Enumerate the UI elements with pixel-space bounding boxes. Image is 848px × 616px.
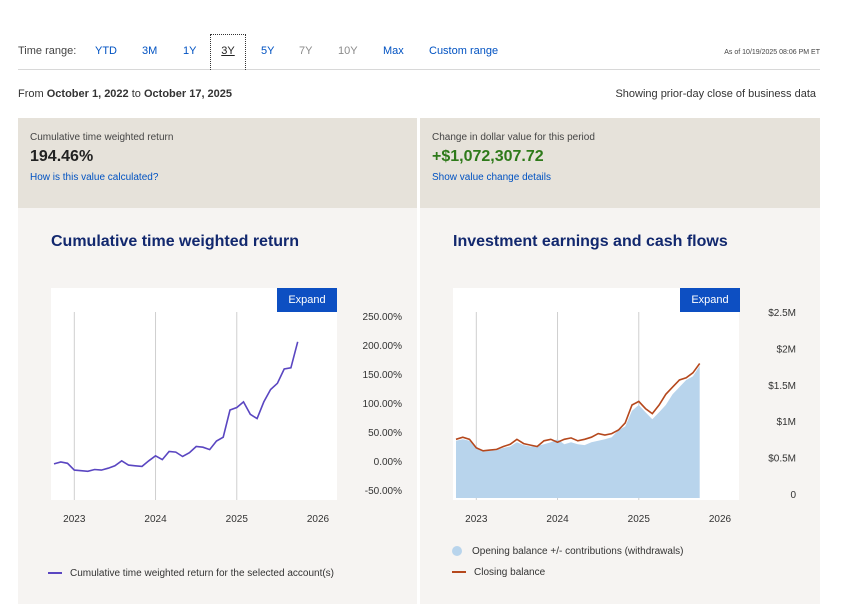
range-ytd-button[interactable]: YTD: [95, 45, 117, 57]
range-10y-button: 10Y: [338, 45, 358, 57]
range-3y-button[interactable]: 3Y: [210, 34, 246, 70]
from-date: October 1, 2022: [46, 88, 129, 100]
range-max-button[interactable]: Max: [383, 45, 404, 57]
flows-expand-button[interactable]: Expand: [680, 288, 740, 312]
twr-legend-swatch: [48, 572, 62, 575]
x-tick-label: 2026: [709, 514, 732, 525]
range-1y-button[interactable]: 1Y: [183, 45, 197, 57]
y-tick-label: -50.00%: [365, 486, 402, 497]
range-3m-button[interactable]: 3M: [142, 45, 158, 57]
opening-legend-label: Opening balance +/- contributions (withd…: [472, 546, 684, 557]
to-date: October 17, 2025: [143, 88, 233, 100]
flows-legend-closing: Closing balance: [452, 567, 545, 578]
dollar-change-card: Change in dollar value for this period +…: [420, 118, 820, 208]
closing-balance-line: [455, 363, 701, 452]
twr-legend: Cumulative time weighted return for the …: [48, 568, 334, 579]
plot-area: [51, 288, 337, 500]
y-tick-label: 0: [790, 490, 796, 501]
time-range-bar: Time range: YTD 3M 1Y 3Y 5Y 7Y 10Y Max C…: [18, 34, 820, 70]
x-tick-label: 2024: [546, 514, 569, 525]
to-label: to: [131, 88, 141, 100]
x-tick-label: 2024: [144, 514, 167, 525]
range-7y-button: 7Y: [299, 45, 313, 57]
y-tick-label: 250.00%: [363, 312, 403, 323]
y-tick-label: 150.00%: [363, 370, 403, 381]
period-range: From October 1, 2022 to October 17, 2025: [18, 88, 232, 100]
twr-chart: 2023 2024 2025 2026 250.00% 200.00% 150.00% 100…: [51, 288, 403, 525]
twr-summary-card: Cumulative time weighted return 194.46% …: [18, 118, 417, 208]
x-tick-label: 2025: [628, 514, 651, 525]
dollar-change-caption: Change in dollar value for this period: [432, 132, 595, 143]
data-basis-note: Showing prior-day close of business data: [615, 88, 816, 100]
flows-chart: 2023 2024 2025 2026 $2.5M $2M $1.5M $1M $0.5M 0: [453, 288, 796, 525]
x-tick-label: 2023: [63, 514, 86, 525]
y-tick-label: $1M: [777, 417, 796, 428]
range-custom-button[interactable]: Custom range: [429, 45, 499, 57]
twr-series-line: [53, 341, 299, 473]
flows-chart-title: Investment earnings and cash flows: [453, 233, 728, 250]
flows-chart-panel: Investment earnings and cash flows 2023 2…: [420, 208, 820, 604]
y-tick-label: $2M: [777, 344, 796, 355]
twr-chart-title: Cumulative time weighted return: [51, 233, 300, 250]
opening-balance-area: [456, 365, 700, 498]
twr-expand-button[interactable]: Expand: [277, 288, 337, 312]
y-tick-label: 100.00%: [363, 399, 403, 410]
y-tick-label: $0.5M: [768, 454, 796, 465]
x-tick-label: 2025: [226, 514, 249, 525]
y-tick-label: $1.5M: [768, 381, 796, 392]
y-tick-label: 200.00%: [363, 341, 403, 352]
range-5y-button[interactable]: 5Y: [261, 45, 275, 57]
twr-caption: Cumulative time weighted return: [30, 132, 174, 143]
twr-value: 194.46%: [30, 148, 94, 165]
y-tick-label: 50.00%: [368, 428, 402, 439]
x-tick-label: 2026: [307, 514, 330, 525]
y-tick-label: $2.5M: [768, 308, 796, 319]
twr-how-calculated-link[interactable]: How is this value calculated?: [30, 172, 159, 183]
closing-legend-label: Closing balance: [474, 567, 546, 578]
as-of-timestamp: As of 10/19/2025 08:06 PM ET: [724, 49, 820, 56]
time-range-label: Time range:: [18, 45, 77, 57]
from-label: From: [18, 88, 44, 100]
opening-legend-swatch: [452, 546, 462, 557]
y-tick-label: 0.00%: [374, 457, 402, 468]
twr-legend-label: Cumulative time weighted return for the …: [70, 568, 335, 579]
dollar-change-value: +$1,072,307.72: [432, 148, 544, 165]
flows-legend-opening: Opening balance +/- contributions (withd…: [452, 546, 684, 557]
value-change-details-link[interactable]: Show value change details: [432, 172, 551, 183]
closing-legend-swatch: [452, 571, 466, 574]
twr-chart-panel: Cumulative time weighted return 2023 2024…: [18, 208, 417, 604]
x-tick-label: 2023: [465, 514, 488, 525]
